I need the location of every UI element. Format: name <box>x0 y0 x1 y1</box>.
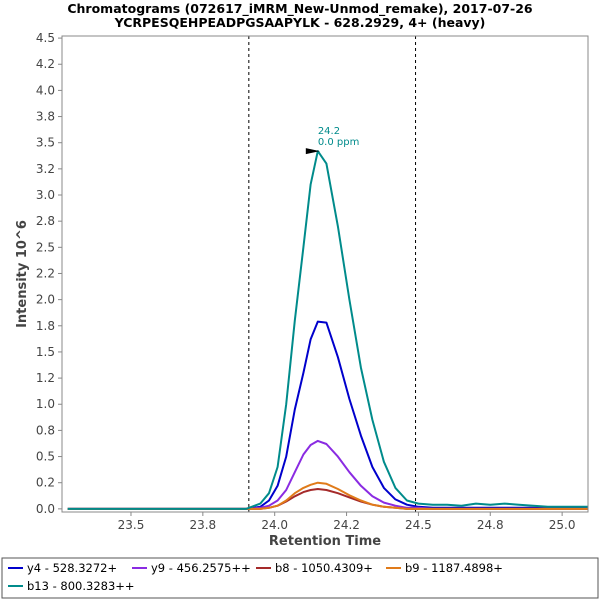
x-tick-label: 23.8 <box>189 518 216 532</box>
y-tick-label: 2.2 <box>36 266 55 280</box>
y-tick-label: 1.2 <box>36 371 55 385</box>
series-line <box>67 320 588 510</box>
y-tick-label: 2.8 <box>36 214 55 228</box>
legend: y4 - 528.3272+ y9 - 456.2575++ b8 - 1050.4… <box>8 561 503 593</box>
legend-label: b8 - 1050.4309+ <box>275 561 373 575</box>
y-tick-label: 1.0 <box>36 397 55 411</box>
y-axis-title: Intensity 10^6 <box>15 220 30 328</box>
y-tick-label: 1.8 <box>36 319 55 333</box>
legend-label: b9 - 1187.4898+ <box>405 561 503 575</box>
y-tick-label: 2.0 <box>36 293 55 307</box>
y-tick-label: 3.2 <box>36 162 55 176</box>
peak-annotation: 24.2 0.0 ppm <box>305 126 360 155</box>
series-lines <box>67 150 588 510</box>
y-tick-label: 2.5 <box>36 240 55 254</box>
y-tick-label: 3.5 <box>36 136 55 150</box>
y-tick-label: 1.5 <box>36 345 55 359</box>
x-tick-label: 24.5 <box>405 518 432 532</box>
series-line <box>67 150 588 510</box>
integration-boundaries <box>248 36 417 512</box>
y-tick-label: 4.5 <box>36 31 55 45</box>
legend-box <box>1 557 599 599</box>
x-tick-label: 24.2 <box>333 518 360 532</box>
x-tick-label: 25.0 <box>549 518 576 532</box>
y-tick-label: 0.5 <box>36 450 55 464</box>
legend-label: y9 - 456.2575++ <box>151 561 251 575</box>
x-tick-label: 23.5 <box>118 518 145 532</box>
y-tick-label: 4.2 <box>36 57 55 71</box>
x-tick-label: 24.8 <box>477 518 504 532</box>
legend-label: y4 - 528.3272+ <box>27 561 117 575</box>
x-axis-ticks: 23.5 23.8 24.0 24.2 24.5 24.8 25.0 <box>118 512 576 532</box>
y-tick-label: 3.0 <box>36 188 55 202</box>
legend-label: b13 - 800.3283++ <box>27 579 135 593</box>
y-tick-label: 3.8 <box>36 110 55 124</box>
x-tick-label: 24.0 <box>261 518 288 532</box>
peak-rt-label: 24.2 <box>318 126 340 137</box>
chart-title: Chromatograms (072617_iMRM_New-Unmod_rem… <box>67 1 533 17</box>
y-axis-ticks: 0.0 0.2 0.5 0.8 1.0 1.2 1.5 1.8 2.0 2.2 2.5 2.8 3.0 3… <box>36 31 62 516</box>
y-tick-label: 0.8 <box>36 423 55 437</box>
series-line <box>67 439 588 510</box>
plot-area-frame <box>61 35 589 513</box>
peak-ppm-label: 0.0 ppm <box>318 137 360 148</box>
peak-arrow-icon <box>305 148 320 155</box>
series-line <box>67 488 588 510</box>
chart-subtitle: YCRPESQEHPEADPGSAAPYLK - 628.2929, 4+ (h… <box>114 15 486 30</box>
y-tick-label: 0.2 <box>36 476 55 490</box>
y-tick-label: 0.0 <box>36 502 55 516</box>
y-tick-label: 4.0 <box>36 83 55 97</box>
x-axis-title: Retention Time <box>269 534 381 549</box>
